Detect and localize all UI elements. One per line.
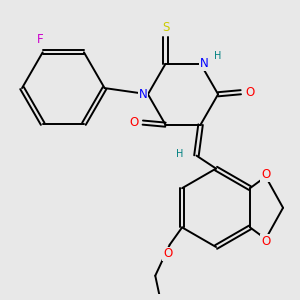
Text: H: H xyxy=(214,52,222,61)
Text: O: O xyxy=(245,86,254,99)
Text: O: O xyxy=(129,116,138,129)
Text: H: H xyxy=(176,148,184,159)
Text: O: O xyxy=(261,168,270,181)
Text: O: O xyxy=(163,247,172,260)
Text: N: N xyxy=(200,57,208,70)
Text: N: N xyxy=(139,88,147,101)
Text: S: S xyxy=(162,22,169,34)
Text: F: F xyxy=(37,33,44,46)
Text: O: O xyxy=(261,235,270,248)
